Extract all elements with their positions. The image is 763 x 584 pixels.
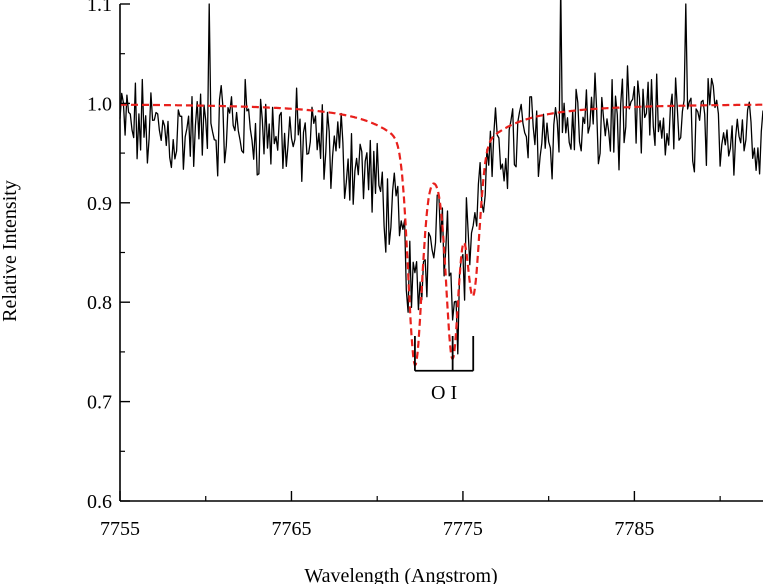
y-tick-label: 0.6 bbox=[87, 491, 112, 513]
axes bbox=[119, 3, 763, 502]
y-tick-label: 1.0 bbox=[87, 93, 112, 115]
oi-line-markers: O I bbox=[414, 335, 475, 404]
x-tick-label: 7765 bbox=[271, 518, 311, 540]
tick-labels: 0.6 0.7 0.8 0.9 1.0 1.1 7755 7765 7775 7785 bbox=[87, 0, 654, 540]
x-axis-title: Wavelength (Angstrom) bbox=[304, 565, 497, 584]
y-tick-label: 0.9 bbox=[87, 193, 112, 215]
x-tick-label: 7755 bbox=[100, 518, 140, 540]
plot-background bbox=[120, 4, 763, 501]
y-tick-label: 1.1 bbox=[87, 0, 112, 16]
x-tick-label: 7775 bbox=[443, 518, 483, 540]
y-axis-title: Relative Intensity bbox=[0, 180, 21, 322]
x-tick-label: 7785 bbox=[614, 518, 654, 540]
y-tick-label: 0.8 bbox=[87, 292, 112, 314]
model-fit-series bbox=[120, 103, 763, 367]
oi-label: O I bbox=[431, 382, 457, 404]
model-fit-line bbox=[120, 103, 763, 367]
y-tick-label: 0.7 bbox=[87, 392, 112, 414]
